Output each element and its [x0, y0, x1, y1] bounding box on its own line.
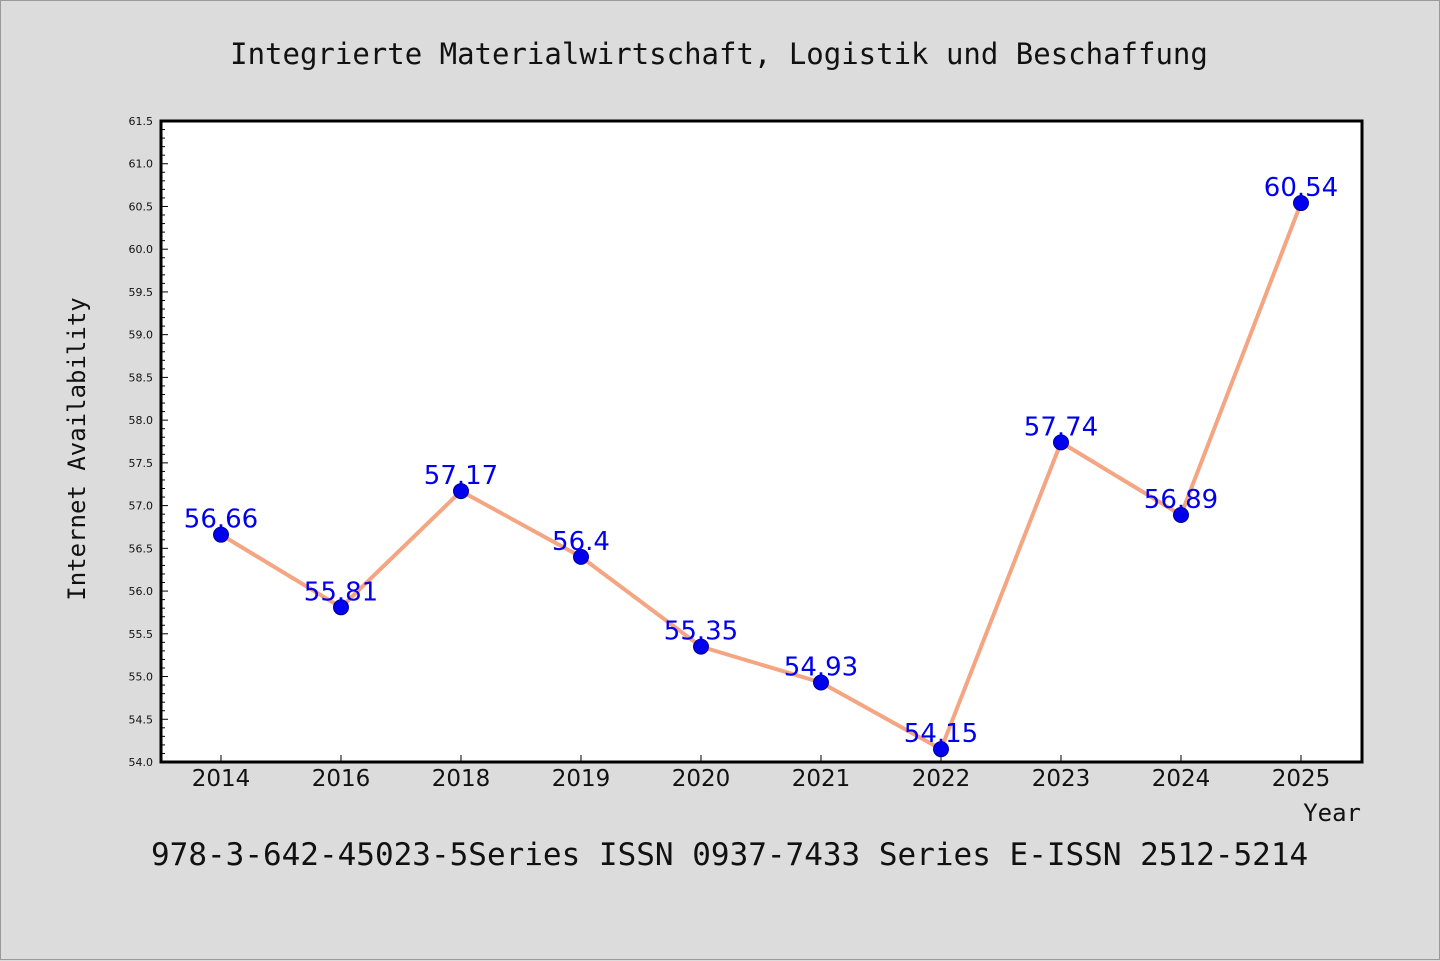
- series-line: [219, 201, 1303, 752]
- data-label: 57.17: [424, 461, 498, 491]
- data-point: [333, 599, 349, 616]
- data-point: [1173, 507, 1189, 524]
- data-label: 55.81: [304, 577, 378, 607]
- y-tick-label: 60.0: [129, 243, 154, 256]
- y-tick-label: 61.5: [129, 115, 154, 128]
- data-point: [213, 526, 229, 543]
- series-layer: 56.66 55.81 57.17 56.4 55.35 54.93 54.15 57.74 5…: [184, 173, 1338, 758]
- y-tick-label: 60.5: [129, 200, 154, 213]
- y-axis: 54.0 54.5 55.0 55.5 56.0 56.5 57.0 57.5 58.0 58.5…: [129, 115, 168, 769]
- y-axis-title: Internet Availability: [63, 297, 91, 600]
- footer-text: 978-3-642-45023-5Series ISSN 0937-7433 S…: [151, 837, 1308, 873]
- x-tick-label: 2018: [432, 766, 491, 792]
- x-tick-label: 2014: [192, 766, 251, 792]
- chart-title: Integrierte Materialwirtschaft, Logistik…: [230, 37, 1208, 71]
- data-label: 55.35: [664, 617, 738, 647]
- y-tick-label: 59.0: [129, 329, 154, 342]
- y-tick-label: 58.0: [129, 414, 154, 427]
- x-tick-label: 2025: [1272, 766, 1331, 792]
- y-tick-label: 57.5: [129, 457, 154, 470]
- x-tick-label: 2016: [312, 766, 371, 792]
- data-label: 56.89: [1144, 485, 1218, 515]
- data-point: [933, 741, 949, 758]
- data-point: [813, 674, 829, 691]
- y-tick-label: 58.5: [129, 371, 154, 384]
- data-point: [1293, 195, 1309, 212]
- data-point: [453, 483, 469, 500]
- data-point: [1053, 434, 1069, 451]
- x-axis-title: Year: [1303, 799, 1361, 827]
- data-label: 57.74: [1024, 412, 1098, 442]
- x-tick-label: 2024: [1152, 766, 1211, 792]
- y-tick-label: 57.0: [129, 500, 154, 513]
- data-label: 54.15: [904, 719, 978, 749]
- plot-area: [159, 119, 1364, 764]
- data-point: [693, 638, 709, 655]
- x-tick-label: 2020: [672, 766, 731, 792]
- y-tick-label: 59.5: [129, 286, 154, 299]
- data-label: 56.66: [184, 505, 258, 535]
- x-tick-label: 2022: [912, 766, 971, 792]
- data-label: 60.54: [1264, 173, 1338, 203]
- x-tick-label: 2021: [792, 766, 851, 792]
- y-tick-label: 54.5: [129, 713, 154, 726]
- y-tick-label: 61.0: [129, 158, 154, 171]
- data-point: [573, 548, 589, 565]
- data-label: 54.93: [784, 653, 858, 683]
- data-label: 56.4: [552, 527, 610, 557]
- y-tick-label: 54.0: [129, 756, 154, 769]
- y-tick-label: 55.0: [129, 671, 154, 684]
- y-tick-label: 56.0: [129, 585, 154, 598]
- y-tick-label: 56.5: [129, 542, 154, 555]
- x-axis: 2014 2016 2018 2019 2020 2021 2022 2023 2024 2025: [192, 755, 1331, 792]
- x-tick-label: 2019: [552, 766, 611, 792]
- x-tick-label: 2023: [1032, 766, 1091, 792]
- y-tick-label: 55.5: [129, 628, 154, 641]
